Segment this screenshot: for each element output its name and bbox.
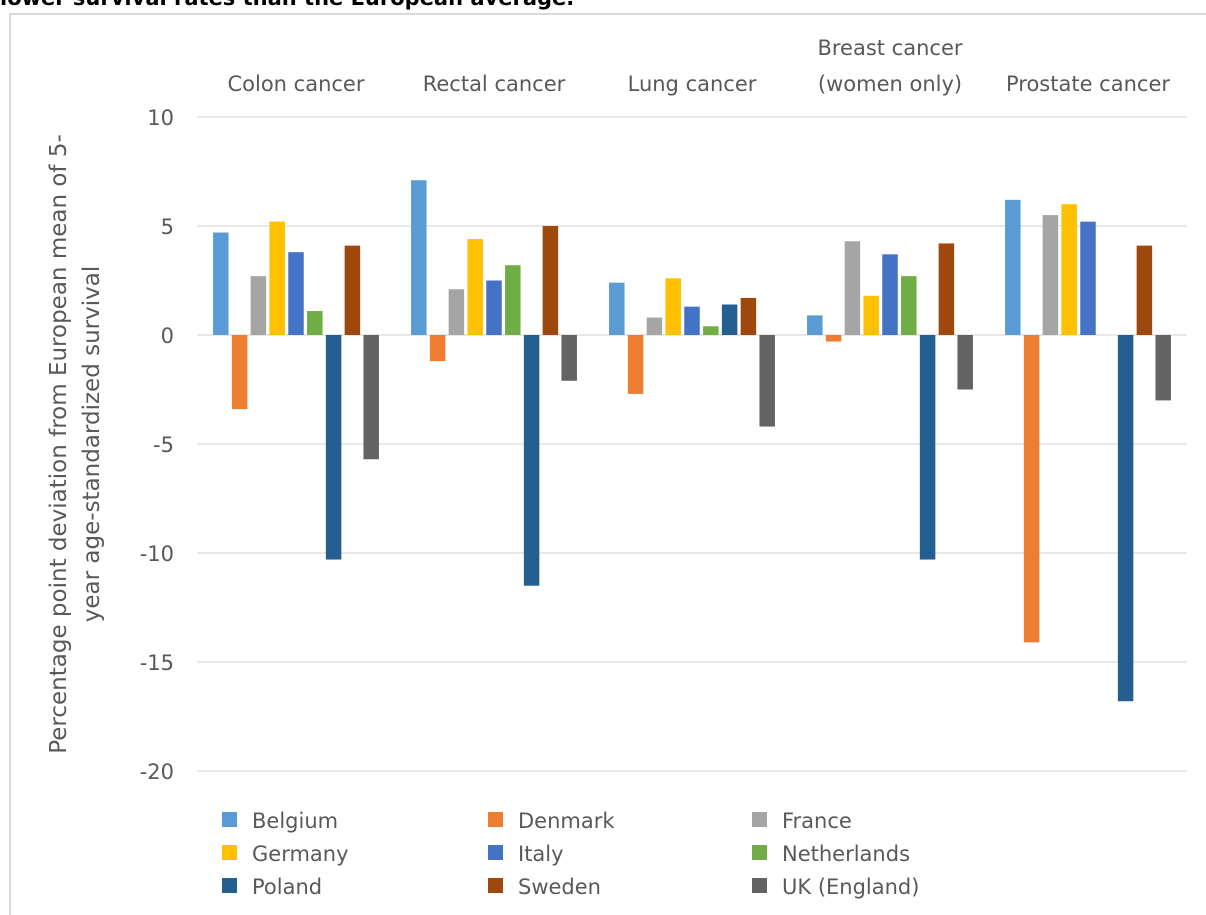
bar-belgium-prostate-cancer xyxy=(1005,199,1021,335)
y-axis-label-line: Percentage point deviation from European… xyxy=(46,134,72,754)
bar-netherlands-lung-cancer xyxy=(703,326,719,335)
legend-swatch-belgium xyxy=(222,812,237,827)
bar-netherlands-breast-cancer-women-only xyxy=(901,276,917,335)
bar-sweden-prostate-cancer xyxy=(1136,245,1153,335)
bar-netherlands-colon-cancer xyxy=(307,311,323,335)
bar-italy-rectal-cancer xyxy=(486,280,502,335)
bar-sweden-colon-cancer xyxy=(344,245,361,335)
bar-france-colon-cancer xyxy=(250,276,267,335)
category-label: Breast cancer xyxy=(817,36,962,60)
bar-denmark-lung-cancer xyxy=(627,335,644,394)
bar-sweden-breast-cancer-women-only xyxy=(938,243,955,335)
bar-germany-colon-cancer xyxy=(269,221,285,335)
category-labels: Colon cancer Rectal cancer Lung cancer Brea… xyxy=(227,36,1170,96)
y-tick-label: -15 xyxy=(140,651,174,675)
bar-france-lung-cancer xyxy=(646,317,663,335)
y-tick-label: 5 xyxy=(161,215,174,239)
gridlines xyxy=(197,116,1187,772)
chart-title-fragment: lower survival rates than the European a… xyxy=(0,0,574,10)
bar-uk-england-rectal-cancer xyxy=(561,335,577,381)
bar-france-prostate-cancer xyxy=(1042,215,1059,335)
y-tick-label: -5 xyxy=(153,433,174,457)
chart-frame xyxy=(9,13,1206,915)
bar-belgium-breast-cancer-women-only xyxy=(807,315,823,335)
legend-swatch-netherlands xyxy=(752,845,767,860)
bar-germany-rectal-cancer xyxy=(467,239,483,335)
category-label: Prostate cancer xyxy=(1006,72,1170,96)
bar-sweden-lung-cancer xyxy=(740,297,757,335)
bar-poland-lung-cancer xyxy=(721,304,738,335)
legend-swatch-france xyxy=(752,812,767,827)
legend-label-france: France xyxy=(782,809,852,833)
bar-poland-rectal-cancer xyxy=(523,335,540,586)
bar-belgium-lung-cancer xyxy=(609,282,625,335)
y-tick-label: 10 xyxy=(147,106,174,130)
y-tick-label: -10 xyxy=(140,542,174,566)
bar-france-rectal-cancer xyxy=(448,289,465,335)
legend-label-poland: Poland xyxy=(252,875,322,899)
legend-swatch-poland xyxy=(222,878,237,893)
bar-poland-colon-cancer xyxy=(325,335,342,560)
bar-france-breast-cancer-women-only xyxy=(844,241,861,335)
legend-label-italy: Italy xyxy=(518,842,564,866)
y-tick-label: -20 xyxy=(140,760,174,784)
bar-italy-colon-cancer xyxy=(288,252,304,335)
bar-uk-england-colon-cancer xyxy=(363,335,379,460)
bar-italy-breast-cancer-women-only xyxy=(882,254,898,335)
legend-swatch-uk-england xyxy=(752,878,767,893)
y-tick-label: 0 xyxy=(161,324,174,348)
bar-netherlands-rectal-cancer xyxy=(505,265,521,335)
legend-swatch-germany xyxy=(222,845,237,860)
bar-denmark-colon-cancer xyxy=(231,335,248,410)
bar-poland-prostate-cancer xyxy=(1117,335,1134,702)
bar-denmark-rectal-cancer xyxy=(429,335,446,362)
bar-sweden-rectal-cancer xyxy=(542,226,559,335)
category-label: Lung cancer xyxy=(628,72,757,96)
legend-label-germany: Germany xyxy=(252,842,349,866)
legend-label-sweden: Sweden xyxy=(518,875,601,899)
bar-germany-prostate-cancer xyxy=(1061,204,1077,335)
y-axis-label-line: year age-standardized survival xyxy=(79,266,105,622)
bar-uk-england-prostate-cancer xyxy=(1155,335,1171,401)
category-label: Rectal cancer xyxy=(423,72,566,96)
bar-germany-lung-cancer xyxy=(665,278,681,335)
bar-belgium-rectal-cancer xyxy=(411,180,427,335)
bar-uk-england-lung-cancer xyxy=(759,335,775,427)
legend-label-netherlands: Netherlands xyxy=(782,842,910,866)
legend-label-belgium: Belgium xyxy=(252,809,338,833)
legend-label-denmark: Denmark xyxy=(518,809,615,833)
legend-swatch-denmark xyxy=(488,812,503,827)
category-label: Colon cancer xyxy=(227,72,364,96)
bar-denmark-breast-cancer-women-only xyxy=(825,335,842,342)
category-label: (women only) xyxy=(818,72,962,96)
y-axis-ticks: 10 5 0 -5 -10 -15 -20 xyxy=(140,106,174,784)
bar-germany-breast-cancer-women-only xyxy=(863,295,879,335)
bar-poland-breast-cancer-women-only xyxy=(919,335,936,560)
legend-swatch-italy xyxy=(488,845,503,860)
bars xyxy=(213,180,1171,702)
y-axis-label: Percentage point deviation from European… xyxy=(46,134,105,754)
bar-belgium-colon-cancer xyxy=(213,232,229,335)
legend-label-uk-england: UK (England) xyxy=(782,875,919,899)
legend-swatch-sweden xyxy=(488,878,503,893)
legend: Belgium Denmark France Germany Italy Netherla… xyxy=(222,809,919,899)
bar-uk-england-breast-cancer-women-only xyxy=(957,335,973,390)
bar-italy-prostate-cancer xyxy=(1080,221,1096,335)
bar-denmark-prostate-cancer xyxy=(1023,335,1040,643)
bar-italy-lung-cancer xyxy=(684,306,700,335)
